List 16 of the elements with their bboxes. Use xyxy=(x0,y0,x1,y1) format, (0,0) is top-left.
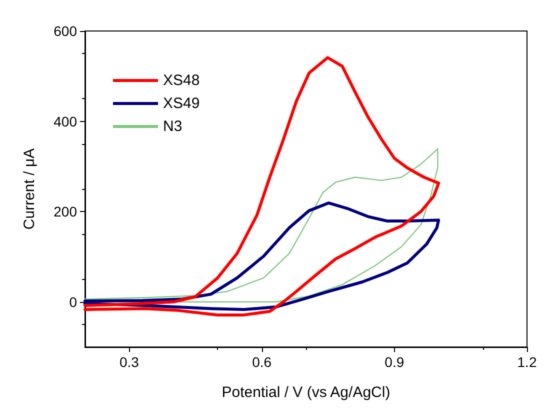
y-axis-title: Current / μA xyxy=(21,148,38,230)
y-tick-label: 600 xyxy=(54,23,78,39)
x-tick-label: 0.3 xyxy=(119,354,140,370)
x-tick-label: 0.9 xyxy=(384,354,404,370)
x-axis-title: Potential / V (vs Ag/AgCl) xyxy=(222,384,390,401)
y-tick-label: 400 xyxy=(54,113,78,130)
line-series xyxy=(84,148,438,302)
y-tick-label: 200 xyxy=(54,204,78,220)
x-tick-label: 0.6 xyxy=(252,354,272,370)
legend-label: N3 xyxy=(163,118,182,135)
y-tick-label: 0 xyxy=(69,294,78,310)
legend-label: XS49 xyxy=(163,95,200,112)
line-series xyxy=(84,56,440,316)
x-tick-label: 1.2 xyxy=(517,354,537,370)
line-series xyxy=(84,201,440,312)
legend-label: XS48 xyxy=(163,72,200,89)
